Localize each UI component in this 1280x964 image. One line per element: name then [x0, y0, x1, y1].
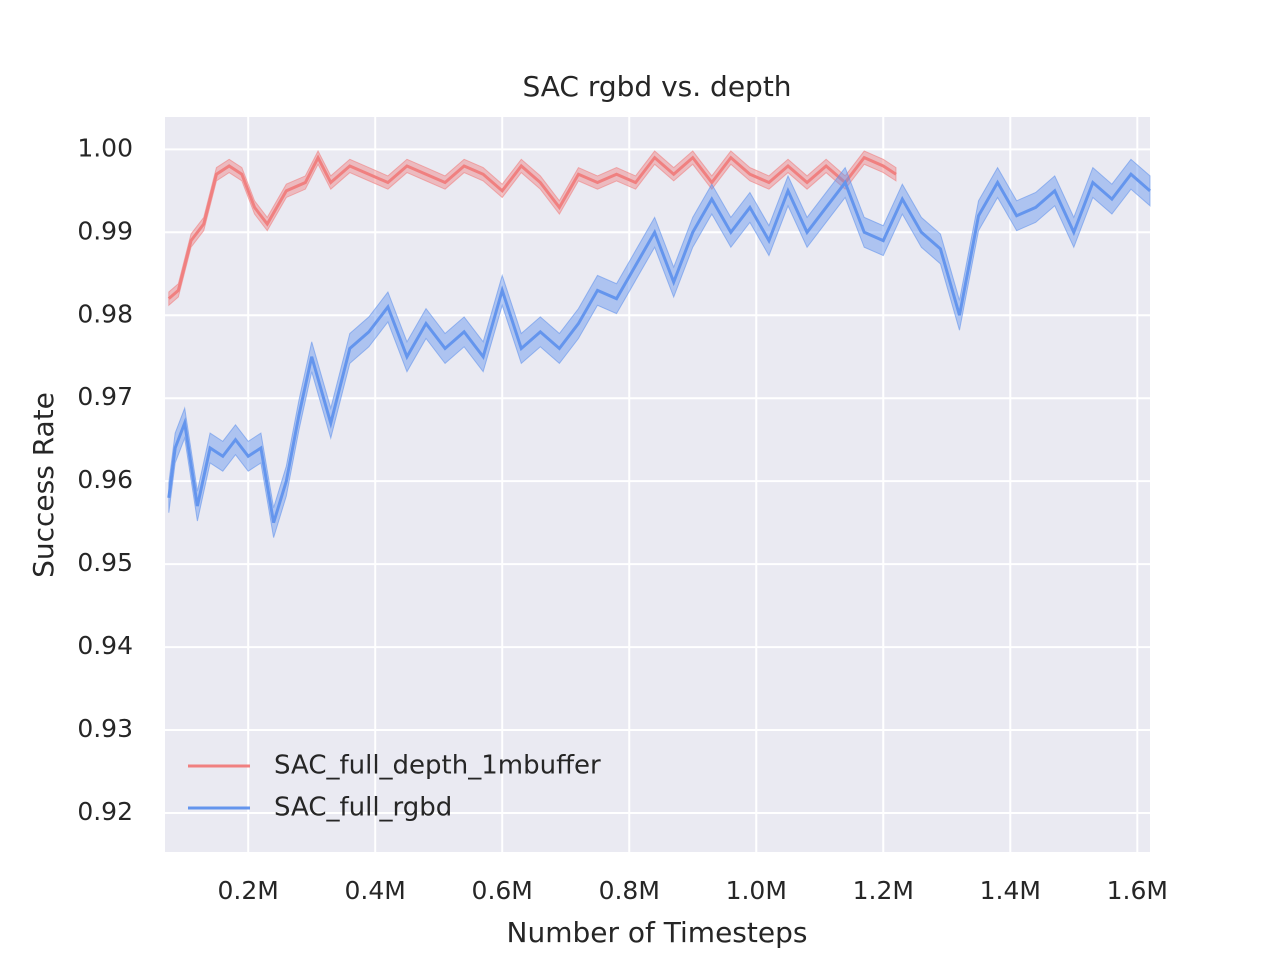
x-tick-label: 1.0M [726, 876, 787, 905]
legend-label: SAC_full_depth_1mbuffer [274, 751, 601, 781]
grid [165, 117, 1150, 852]
x-tick-label: 0.6M [472, 876, 533, 905]
y-tick-label: 0.96 [77, 465, 133, 494]
y-tick-label: 0.99 [77, 216, 133, 245]
x-tick-label: 0.8M [599, 876, 660, 905]
x-tick-label: 0.4M [345, 876, 406, 905]
x-tick-label: 1.2M [853, 876, 914, 905]
y-tick-label: 0.94 [77, 631, 133, 660]
y-tick-label: 1.00 [77, 133, 133, 162]
series-line [167, 154, 897, 300]
x-tick-label: 1.6M [1107, 876, 1168, 905]
y-axis-label: Success Rate [27, 392, 60, 578]
y-tick-label: 0.92 [77, 797, 133, 826]
chart-title: SAC rgbd vs. depth [522, 70, 791, 103]
y-tick-label: 0.95 [77, 548, 133, 577]
error-band [168, 158, 1151, 538]
x-tick-label: 0.2M [218, 876, 279, 905]
y-tick-label: 0.93 [77, 714, 133, 743]
legend: SAC_full_depth_1mbuffer SAC_full_rgbd [188, 751, 601, 823]
marks [167, 149, 1151, 538]
y-tick-label: 0.97 [77, 382, 133, 411]
error-band [168, 149, 897, 307]
series-line [167, 172, 1151, 524]
legend-label: SAC_full_rgbd [274, 793, 452, 823]
x-tick-label: 1.4M [980, 876, 1041, 905]
x-axis-label: Number of Timesteps [507, 916, 808, 949]
y-tick-label: 0.98 [77, 299, 133, 328]
